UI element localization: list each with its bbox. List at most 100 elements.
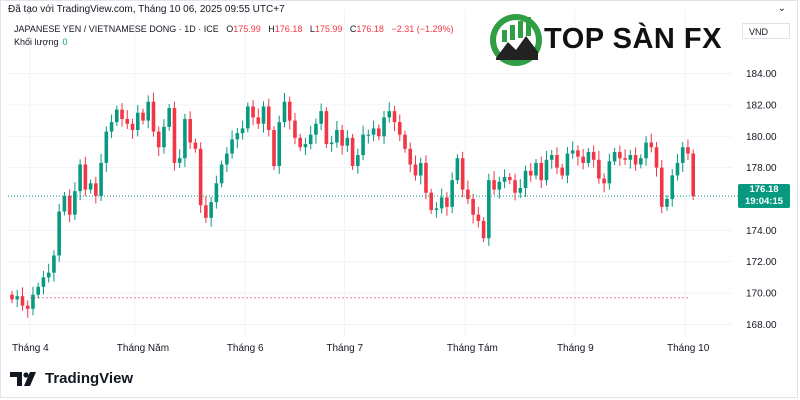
watermark-text: TOP SÀN FX (544, 23, 722, 55)
currency-selector[interactable]: VND (742, 23, 790, 39)
candle-body (62, 195, 67, 212)
candle-body (135, 112, 140, 130)
candle-body (513, 180, 517, 193)
high-value: 176.18 (274, 24, 303, 34)
candle-body (555, 155, 559, 168)
candle-body (502, 177, 507, 182)
candle-body (371, 128, 376, 135)
candle-body (445, 197, 449, 207)
candle-body (570, 150, 575, 154)
x-tick-label: Tháng Tám (447, 343, 498, 354)
change-value: −2.31 (−1.29%) (391, 24, 454, 34)
candle-body (418, 162, 423, 176)
y-tick-label: 168.00 (746, 320, 777, 331)
tradingview-name: TradingView (45, 370, 134, 387)
watermark-logo: TOP SÀN FX (488, 12, 734, 68)
candle-body (298, 137, 302, 148)
tradingview-branding[interactable]: TradingView (10, 370, 133, 387)
y-tick-label: 182.00 (746, 100, 777, 111)
candle-body (460, 158, 465, 190)
candle-body (675, 162, 680, 176)
candle-body (146, 101, 151, 121)
candle-body (130, 123, 135, 130)
volume-label: Khối lượng (14, 37, 59, 47)
candle-body (544, 159, 549, 181)
y-tick-label: 170.00 (746, 289, 777, 300)
volume-legend[interactable]: Khối lượng 0 (14, 37, 67, 47)
candle-body (607, 161, 612, 184)
candle-body (340, 129, 344, 146)
last-price-tag: 176.18 19:04:15 (738, 184, 790, 208)
time-axis: Tháng 4 Tháng Năm Tháng 6 Tháng 7 Tháng Tám T… (12, 343, 710, 354)
candle-body (565, 153, 570, 176)
candle-body (686, 147, 690, 154)
candle-body (356, 155, 360, 167)
more-options-icon[interactable]: ⌄ (777, 3, 786, 14)
candle-body (167, 108, 171, 127)
candle-body (198, 148, 203, 206)
candle-body (287, 101, 292, 121)
candle-body (528, 170, 533, 176)
candle-body (471, 198, 475, 215)
candle-body (324, 111, 329, 145)
candle-body (466, 189, 470, 199)
candle-body (188, 119, 192, 143)
candle-body (141, 112, 145, 121)
low-label: L (309, 24, 315, 34)
candle-body (177, 158, 182, 163)
candle-body (476, 214, 481, 221)
candle-body (78, 164, 82, 192)
candle-body (319, 111, 323, 124)
x-tick-label: Tháng 7 (326, 343, 363, 354)
volume-value: 0 (62, 37, 68, 47)
candle-body (261, 106, 266, 124)
candle-body (15, 296, 20, 300)
candle-body (225, 153, 229, 165)
candle-body (581, 156, 585, 163)
symbol-legend[interactable]: JAPANESE YEN / VIETNAMESE DONG · 1D · IC… (14, 24, 459, 34)
close-label: C (349, 24, 357, 34)
candle-body (251, 106, 255, 118)
candle-body (109, 122, 114, 132)
y-tick-label: 174.00 (746, 226, 777, 237)
candle-body (246, 106, 250, 129)
y-tick-label: 184.00 (746, 69, 777, 80)
candle-body (46, 272, 51, 278)
candle-body (94, 183, 98, 196)
candle-body (429, 192, 433, 210)
candle-body (345, 137, 350, 146)
x-tick-label: Tháng 4 (12, 343, 49, 354)
candle-body (576, 150, 580, 157)
candle-body (591, 151, 596, 160)
candle-body (560, 167, 564, 176)
candle-body (193, 142, 198, 149)
candle-body (665, 198, 669, 207)
candle-body (282, 101, 287, 123)
candle-body (639, 158, 643, 165)
candle-body (691, 153, 695, 197)
candle-body (539, 162, 544, 181)
candle-body (240, 128, 245, 134)
candle-body (497, 181, 502, 190)
chart-grid (8, 10, 732, 337)
candle-body (162, 126, 166, 148)
candle-body (413, 164, 418, 176)
candle-body (350, 137, 355, 167)
candle-body (73, 191, 77, 215)
candle-body (549, 155, 554, 160)
candle-body (481, 220, 486, 239)
candle-body (633, 155, 638, 165)
candle-body (266, 106, 271, 130)
candle-body (623, 158, 627, 160)
candle-body (214, 183, 219, 203)
candlestick-series (10, 92, 695, 318)
candle-body (204, 205, 208, 218)
candle-body (293, 120, 297, 138)
candle-body (230, 139, 234, 154)
price-lines (8, 195, 738, 299)
candle-body (387, 111, 392, 118)
candle-body (120, 109, 124, 120)
candle-body (366, 134, 371, 136)
candle-body (219, 164, 224, 184)
